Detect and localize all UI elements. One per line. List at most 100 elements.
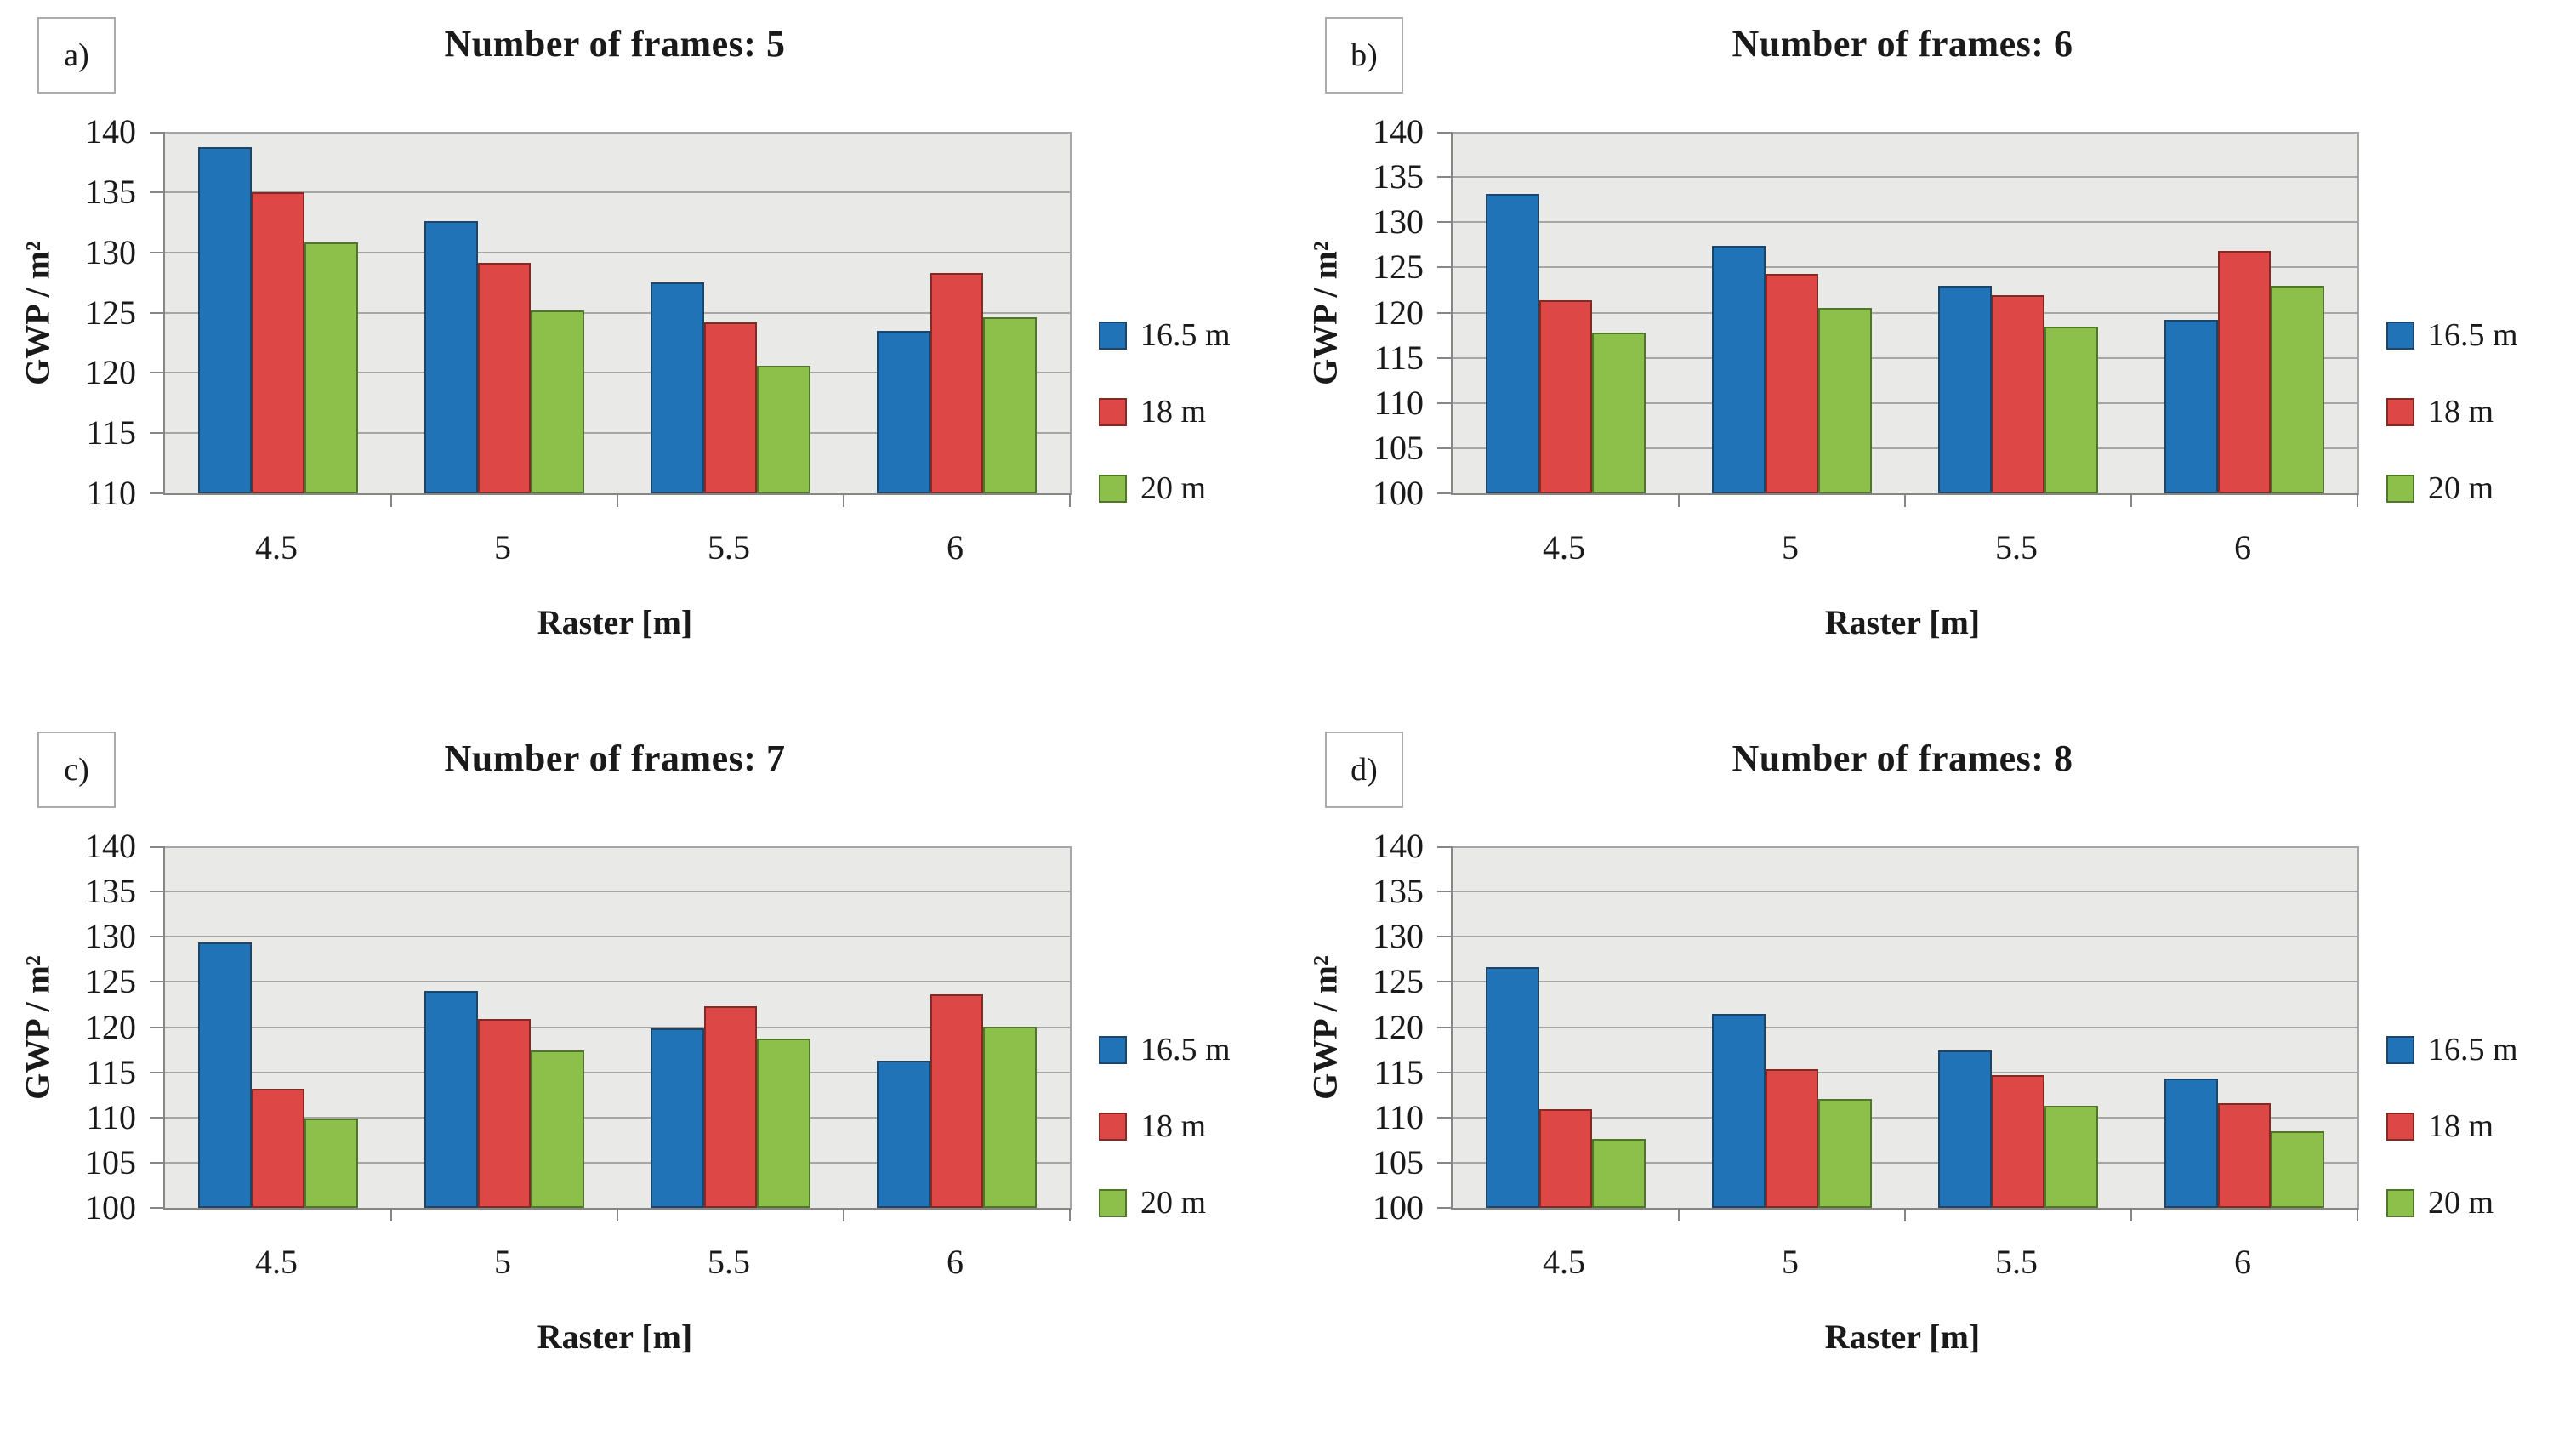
y-tick-label: 125: [1373, 248, 1424, 286]
y-tick-mark: [1437, 402, 1451, 404]
bar: [2217, 1103, 2272, 1208]
legend-swatch: [2386, 397, 2414, 426]
y-tick-label: 130: [85, 917, 136, 955]
bar: [757, 366, 810, 493]
y-tick-label: 105: [85, 1143, 136, 1181]
x-tick-label: 5.5: [708, 528, 750, 566]
legend-label: 18 m: [2428, 394, 2494, 430]
y-tick-label: 105: [1373, 429, 1424, 467]
bar: [1818, 308, 1872, 493]
chart-title: Number of frames: 6: [1732, 23, 2073, 65]
bar: [2271, 286, 2324, 493]
bar: [1712, 1014, 1766, 1208]
y-tick-mark: [150, 432, 163, 434]
y-tick-mark: [1437, 846, 1451, 848]
y-tick-label: 135: [1373, 872, 1424, 910]
bar: [198, 147, 252, 493]
y-tick-mark: [150, 252, 163, 253]
y-tick-mark: [150, 936, 163, 937]
gridline: [165, 252, 1070, 253]
y-tick-mark: [1437, 1162, 1451, 1164]
bar: [251, 1089, 305, 1208]
x-axis-ticks: 4.5 5 5.5 6: [163, 527, 1068, 575]
bar: [531, 310, 584, 493]
gridline: [165, 891, 1070, 892]
legend-label: 20 m: [2428, 470, 2494, 506]
x-axis-ticks: 4.5 5 5.5 6: [1451, 1242, 2356, 1290]
legend-swatch: [1099, 397, 1127, 426]
bar: [2271, 1131, 2324, 1208]
y-axis-ticks: 100 105 110 115 120 125 130 135 140: [0, 828, 150, 1226]
legend-label: 16.5 m: [2428, 317, 2518, 353]
legend-swatch: [2386, 474, 2414, 503]
bar: [424, 221, 478, 493]
bar: [651, 282, 704, 493]
y-tick-mark: [1437, 221, 1451, 223]
bar: [1818, 1099, 1872, 1208]
bar: [877, 1061, 930, 1208]
y-tick-label: 130: [85, 233, 136, 271]
legend-swatch: [1099, 1035, 1127, 1064]
y-tick-mark: [150, 191, 163, 193]
legend-label: 18 m: [2428, 1108, 2494, 1144]
panel-label: b): [1351, 37, 1378, 73]
bar: [703, 322, 758, 493]
legend: 16.5 m 18 m 20 m: [1099, 316, 1231, 507]
bar: [1938, 1050, 1992, 1208]
x-tick-label: 6: [2234, 528, 2251, 566]
bar: [651, 1028, 704, 1208]
gridline: [165, 1117, 1070, 1119]
bar: [1938, 286, 1992, 493]
y-tick-mark: [150, 312, 163, 314]
legend-item: 18 m: [1099, 393, 1231, 430]
legend-label: 18 m: [1140, 1108, 1207, 1144]
bar: [1538, 300, 1593, 493]
panel-b: b) Number of frames: 6 GWP / m² 100 105 11…: [1288, 0, 2576, 714]
legend-item: 20 m: [2386, 470, 2518, 507]
x-tick-mark: [390, 493, 392, 507]
panel-label-box: d): [1325, 732, 1403, 808]
gridline: [165, 372, 1070, 373]
legend-swatch: [1099, 321, 1127, 350]
bar: [2164, 1079, 2218, 1208]
x-axis-title: Raster [m]: [537, 603, 693, 641]
gridline: [1453, 846, 2357, 848]
y-tick-mark: [150, 1162, 163, 1164]
bar: [1538, 1109, 1593, 1208]
bar: [2217, 251, 2272, 493]
y-tick-label: 135: [85, 173, 136, 211]
gridline: [165, 1162, 1070, 1164]
gridline: [1453, 981, 2357, 982]
gridline: [165, 1027, 1070, 1028]
chart-title: Number of frames: 7: [444, 737, 786, 779]
gridline: [165, 132, 1070, 134]
y-tick-mark: [1437, 266, 1451, 268]
bar: [1765, 1069, 1819, 1208]
bar: [477, 263, 532, 493]
x-tick-label: 5: [1782, 1243, 1799, 1281]
x-tick-label: 5.5: [1995, 528, 2038, 566]
gridline: [1453, 891, 2357, 892]
x-axis-ticks: 4.5 5 5.5 6: [1451, 527, 2356, 575]
gridline: [1453, 402, 2357, 404]
x-axis-title: Raster [m]: [537, 1318, 693, 1356]
x-tick-mark: [2130, 493, 2132, 507]
y-tick-mark: [150, 1072, 163, 1073]
bar: [1486, 194, 1539, 493]
legend-label: 20 m: [1140, 1185, 1207, 1221]
x-tick-label: 4.5: [1543, 528, 1585, 566]
legend-item: 16.5 m: [2386, 1031, 2518, 1068]
x-tick-label: 5.5: [1995, 1243, 2038, 1281]
x-tick-mark: [1069, 1208, 1071, 1221]
x-tick-label: 4.5: [255, 528, 298, 566]
y-tick-mark: [1437, 1117, 1451, 1119]
panel-a: a) Number of frames: 5 GWP / m² 110 115 12…: [0, 0, 1288, 714]
plot-area: [150, 846, 1072, 1221]
bar: [477, 1019, 532, 1208]
gridline: [165, 846, 1070, 848]
bar: [1765, 274, 1819, 493]
legend-swatch: [2386, 321, 2414, 350]
legend-item: 16.5 m: [1099, 1031, 1231, 1068]
bar: [1592, 333, 1646, 493]
legend-swatch: [1099, 1112, 1127, 1141]
